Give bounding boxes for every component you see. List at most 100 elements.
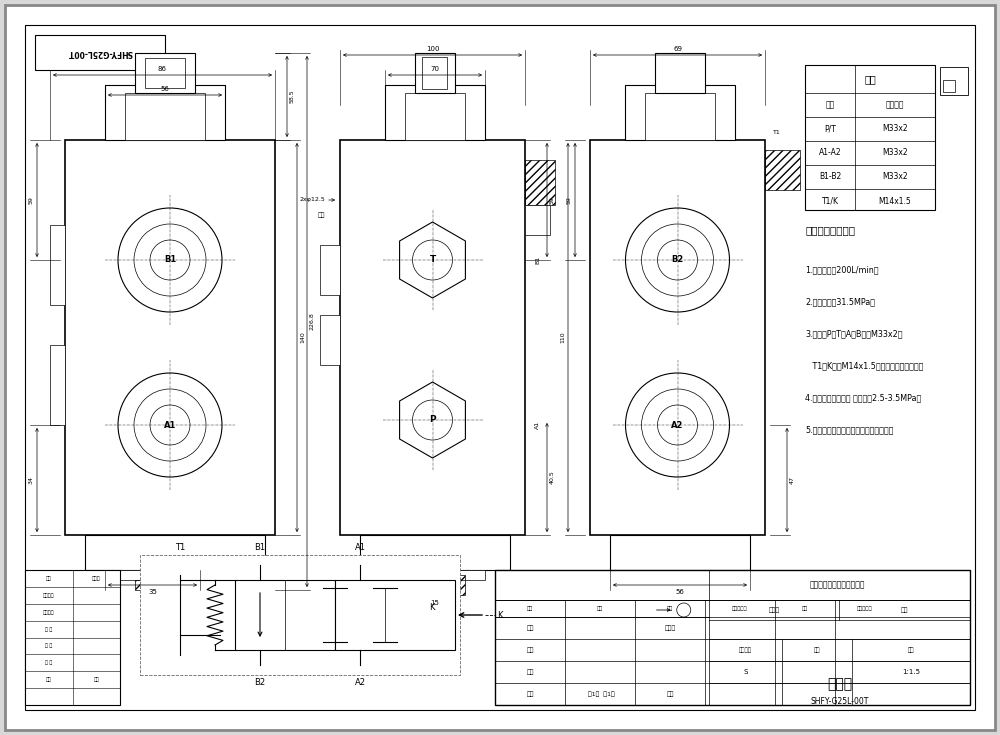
Text: K: K bbox=[497, 611, 503, 620]
Text: B1: B1 bbox=[254, 543, 266, 552]
Text: 1:1.5: 1:1.5 bbox=[902, 669, 920, 675]
Bar bbox=[765, 150, 800, 190]
Text: 58.5: 58.5 bbox=[290, 90, 295, 104]
Text: 59: 59 bbox=[29, 196, 34, 204]
Text: B2: B2 bbox=[671, 256, 684, 265]
Bar bbox=[610, 535, 750, 570]
Text: 审核: 审核 bbox=[526, 648, 534, 653]
Bar bbox=[385, 85, 485, 140]
Bar bbox=[335, 580, 455, 650]
Text: T1: T1 bbox=[773, 130, 781, 135]
Circle shape bbox=[626, 373, 730, 477]
Bar bbox=[940, 67, 968, 95]
Text: 技术要求和参数：: 技术要求和参数： bbox=[805, 225, 855, 235]
Circle shape bbox=[118, 373, 222, 477]
Bar bbox=[50, 345, 65, 425]
Bar bbox=[625, 85, 735, 140]
Text: B1: B1 bbox=[164, 256, 176, 265]
Text: T1/K: T1/K bbox=[822, 196, 838, 206]
Text: 类型: 类型 bbox=[901, 607, 908, 613]
Text: 标记: 标记 bbox=[46, 576, 52, 581]
Text: A1: A1 bbox=[354, 543, 366, 552]
Text: 226.8: 226.8 bbox=[310, 312, 315, 330]
Circle shape bbox=[134, 224, 206, 296]
Text: 工艺: 工艺 bbox=[526, 625, 534, 631]
Circle shape bbox=[118, 208, 222, 312]
Text: 56: 56 bbox=[161, 86, 169, 92]
Bar bbox=[805, 65, 935, 210]
Text: 4.控制方式：液控， 液控力：2.5-3.5MPa；: 4.控制方式：液控， 液控力：2.5-3.5MPa； bbox=[805, 393, 921, 402]
Bar bbox=[235, 580, 335, 650]
Text: 通孔: 通孔 bbox=[318, 212, 325, 218]
Text: 34: 34 bbox=[29, 476, 34, 484]
Text: P: P bbox=[429, 415, 436, 425]
Text: M33x2: M33x2 bbox=[882, 148, 908, 157]
Text: M33x2: M33x2 bbox=[882, 173, 908, 182]
Bar bbox=[105, 85, 225, 140]
Bar bbox=[135, 53, 195, 93]
Text: B1-B2: B1-B2 bbox=[819, 173, 841, 182]
Bar bbox=[85, 535, 265, 570]
Text: K: K bbox=[429, 603, 435, 612]
Text: 100: 100 bbox=[426, 46, 439, 52]
Polygon shape bbox=[400, 382, 465, 458]
Bar bbox=[400, 575, 465, 595]
Text: 年、月、日: 年、月、日 bbox=[857, 606, 873, 611]
Text: 校对: 校对 bbox=[526, 669, 534, 675]
Circle shape bbox=[150, 240, 190, 280]
Text: 140: 140 bbox=[300, 331, 305, 343]
Circle shape bbox=[413, 400, 452, 440]
Circle shape bbox=[642, 389, 714, 461]
Text: A2: A2 bbox=[671, 420, 684, 429]
Bar bbox=[140, 555, 460, 675]
Circle shape bbox=[150, 405, 190, 445]
Circle shape bbox=[134, 389, 206, 461]
Text: 阶段标记: 阶段标记 bbox=[739, 648, 752, 653]
Text: 専数数: 専数数 bbox=[92, 576, 101, 581]
Bar bbox=[495, 570, 970, 705]
Text: 设 计: 设 计 bbox=[45, 626, 52, 631]
Text: 110: 110 bbox=[560, 331, 565, 343]
Text: 山东奥骆液压科技有限公司: 山东奥骆液压科技有限公司 bbox=[809, 581, 865, 589]
Text: 専数: 専数 bbox=[597, 606, 603, 611]
Circle shape bbox=[642, 224, 714, 296]
Text: 分区: 分区 bbox=[667, 606, 673, 611]
Bar bbox=[525, 205, 550, 235]
Text: B1: B1 bbox=[535, 256, 540, 264]
Text: 59: 59 bbox=[567, 196, 572, 204]
Text: A1-A2: A1-A2 bbox=[819, 148, 841, 157]
Bar bbox=[320, 245, 340, 295]
Text: 比例: 比例 bbox=[908, 648, 914, 653]
Text: A1: A1 bbox=[164, 420, 176, 429]
Text: 2.最高压力：31.5MPa；: 2.最高压力：31.5MPa； bbox=[805, 297, 875, 306]
Text: 螺纹规格: 螺纹规格 bbox=[886, 101, 904, 110]
Text: 笔 记: 笔 记 bbox=[45, 643, 52, 648]
Text: 标准化: 标准化 bbox=[664, 625, 676, 631]
Bar bbox=[145, 58, 185, 88]
Text: B2: B2 bbox=[254, 678, 266, 687]
Text: 56: 56 bbox=[676, 589, 684, 595]
Text: 图样代号: 图样代号 bbox=[43, 593, 54, 598]
Text: 1.公称流量：200L/min；: 1.公称流量：200L/min； bbox=[805, 265, 879, 274]
Text: 2xφ12.5: 2xφ12.5 bbox=[299, 198, 325, 203]
Bar bbox=[35, 35, 165, 70]
Bar bbox=[125, 93, 205, 140]
Text: 数量: 数量 bbox=[93, 677, 99, 682]
Text: T: T bbox=[429, 256, 436, 265]
Text: 70: 70 bbox=[430, 66, 440, 72]
Text: 3.油口：P、T、A、B口为M33x2，: 3.油口：P、T、A、B口为M33x2， bbox=[805, 329, 902, 338]
Text: 5.阀体表面阳氧化处理，崖面为铝本色。: 5.阀体表面阳氧化处理，崖面为铝本色。 bbox=[805, 425, 893, 434]
Text: 86: 86 bbox=[158, 66, 167, 72]
Bar bbox=[405, 93, 465, 140]
Bar bbox=[50, 225, 65, 305]
Text: 批准: 批准 bbox=[666, 691, 674, 697]
Circle shape bbox=[413, 240, 452, 280]
Bar bbox=[590, 140, 765, 535]
Text: 通断阀: 通断阀 bbox=[827, 677, 852, 691]
Text: SHFY-G25L-00T: SHFY-G25L-00T bbox=[810, 698, 869, 706]
Bar bbox=[655, 53, 705, 93]
Text: 标记: 标记 bbox=[527, 606, 533, 611]
Bar bbox=[645, 93, 715, 140]
Text: 批 准: 批 准 bbox=[45, 660, 52, 665]
Text: 40.5: 40.5 bbox=[550, 470, 555, 484]
